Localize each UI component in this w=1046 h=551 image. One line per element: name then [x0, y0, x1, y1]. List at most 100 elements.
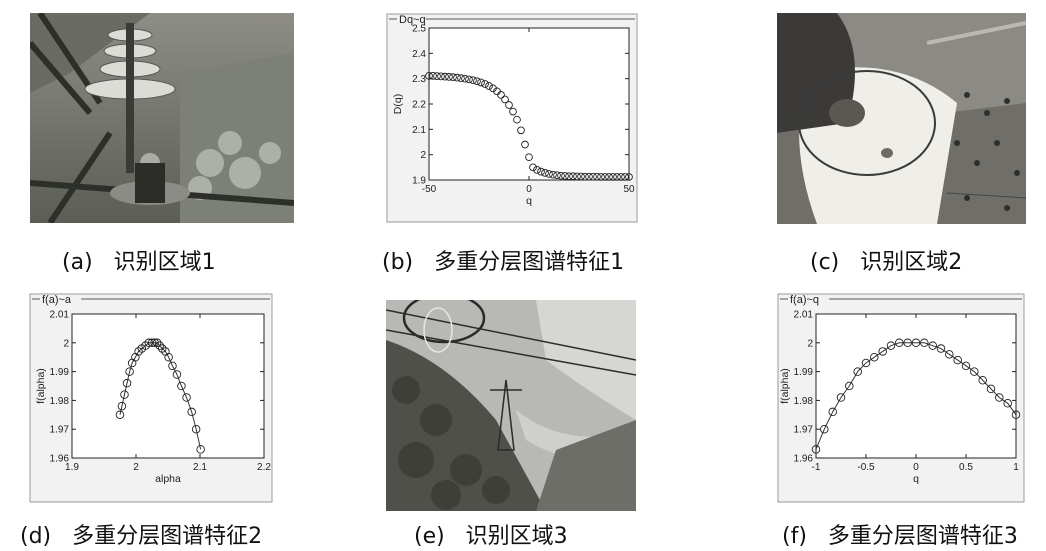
y-tick-label: 2.1 [412, 125, 426, 136]
chart-d-fa-a: f(a)~a 1.9 2 2.1 2.2 1.96 1.97 1.98 1.99 2 2.01 alp… [28, 292, 274, 504]
data-point [449, 73, 457, 81]
y-tick-label: 1.99 [794, 367, 814, 378]
x-tick-label: 1.9 [65, 462, 79, 473]
data-point [920, 338, 929, 348]
y-tick-label: 1.9 [412, 176, 426, 187]
data-point [911, 338, 921, 348]
y-tick-label: 1.96 [794, 454, 814, 465]
data-point [978, 375, 987, 385]
data-point [811, 445, 821, 454]
chart-title: f(a)~q [790, 294, 819, 306]
chart-d-svg: f(a)~a 1.9 2 2.1 2.2 1.96 1.97 1.98 1.99 2 2.01 alp… [29, 293, 273, 503]
data-point [477, 78, 485, 87]
data-point [147, 338, 157, 348]
data-point [122, 378, 132, 388]
chart-f-fa-q: f(a)~q -1 -0.5 0 0.5 1 1.96 1.97 1.98 1.99 2 2.01 q f… [776, 292, 1026, 504]
data-point [617, 173, 625, 181]
data-point [117, 401, 127, 411]
data-point [995, 393, 1004, 402]
data-point [886, 341, 896, 350]
data-point [134, 347, 143, 356]
y-tick-label: 2 [420, 150, 426, 161]
data-point [945, 350, 954, 359]
x-tick-label: 50 [623, 184, 635, 195]
data-point [168, 361, 177, 371]
data-point [501, 95, 509, 104]
y-tick-label: 2 [63, 338, 69, 349]
x-tick-label: 0.5 [959, 462, 973, 473]
data-point [541, 169, 549, 177]
data-point [196, 445, 205, 454]
data-point [521, 140, 529, 149]
data-point [433, 72, 441, 80]
data-point [545, 170, 553, 178]
data-point [469, 76, 477, 85]
x-tick-label: 2.2 [257, 462, 271, 473]
data-point [621, 173, 629, 181]
x-tick-label: -0.5 [857, 462, 875, 473]
y-tick-label: 1.96 [50, 454, 70, 465]
data-point [870, 352, 879, 362]
data-point [845, 381, 854, 391]
data-point [565, 172, 573, 181]
data-point [115, 410, 125, 420]
data-point [457, 74, 465, 83]
data-point [509, 107, 517, 116]
data-point [605, 173, 613, 181]
chart-b-svg: Dq~q -50 0 50 1.9 2 2.1 2.2 2.3 2.4 2.5 q D(q) [386, 13, 638, 223]
data-point [537, 167, 545, 176]
data-point [553, 171, 561, 180]
data-point [601, 173, 609, 181]
data-point [970, 367, 979, 376]
data-point [533, 166, 541, 174]
plot-area [428, 27, 630, 181]
data-point [177, 381, 186, 391]
y-tick-label: 2.01 [794, 310, 814, 321]
y-tick-label: 2.01 [50, 310, 70, 321]
data-point [577, 172, 585, 181]
photo-a-insulator [30, 13, 294, 223]
caption-c: (c) 识别区域2 [810, 250, 963, 275]
x-tick-label: 2 [133, 462, 139, 473]
plot-area [71, 313, 265, 459]
y-axis-label: D(q) [392, 94, 404, 114]
data-point [853, 367, 862, 376]
data-point [120, 390, 129, 399]
data-point [936, 344, 946, 353]
x-tick-label: 1 [1013, 462, 1019, 473]
data-point [125, 367, 134, 376]
data-point [581, 172, 589, 181]
data-point [1003, 399, 1012, 408]
y-tick-label: 1.99 [50, 367, 70, 378]
data-point [172, 370, 182, 379]
chart-title: f(a)~a [42, 294, 72, 306]
y-tick-label: 2 [807, 338, 813, 349]
x-tick-label: -1 [812, 462, 821, 473]
data-point [836, 393, 846, 402]
caption-e: (e) 识别区域3 [414, 524, 568, 549]
y-tick-label: 1.98 [50, 396, 70, 407]
y-tick-label: 1.97 [50, 425, 70, 436]
data-point [928, 341, 937, 350]
data-point [878, 347, 887, 356]
data-point [191, 424, 201, 434]
data-point [441, 72, 449, 81]
data-point [157, 344, 167, 353]
caption-d: (d) 多重分层图谱特征2 [20, 524, 263, 549]
data-point [465, 75, 473, 84]
data-point [861, 358, 871, 368]
data-point [557, 171, 565, 180]
y-tick-label: 2.2 [412, 100, 426, 111]
data-point [953, 355, 962, 365]
photo-c-insulator-closeup [777, 13, 1026, 224]
photo-e-tower-forest [386, 300, 636, 511]
data-point [585, 172, 593, 181]
chart-title: Dq~q [399, 14, 426, 26]
data-point [820, 424, 829, 434]
data-point [150, 338, 159, 348]
y-axis-label: f(alpha) [35, 368, 47, 404]
x-axis-label: alpha [155, 473, 181, 485]
data-point [597, 173, 605, 181]
data-point [593, 172, 601, 181]
y-tick-label: 1.97 [794, 425, 814, 436]
